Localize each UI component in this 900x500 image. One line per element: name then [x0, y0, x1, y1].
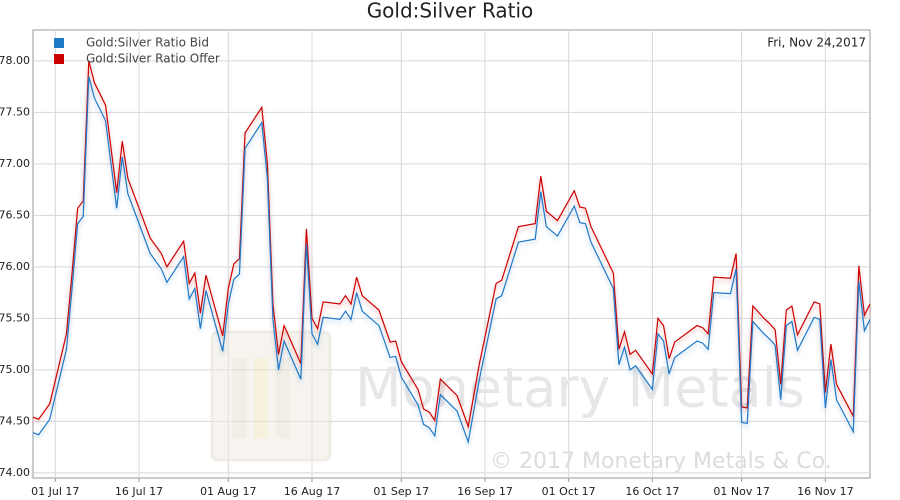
chart-title: Gold:Silver Ratio [367, 0, 534, 23]
y-tick-label: 77.50 [0, 105, 30, 118]
y-tick-label: 74.00 [0, 466, 30, 479]
x-tick-label: 16 Nov 17 [797, 485, 853, 498]
x-tick-label: 16 Jul 17 [115, 485, 163, 498]
date-label: Fri, Nov 24,2017 [767, 36, 866, 50]
legend-swatch [54, 54, 64, 64]
y-tick-label: 76.50 [0, 208, 30, 221]
x-tick-label: 01 Oct 17 [542, 485, 596, 498]
y-tick-label: 75.00 [0, 363, 30, 376]
x-tick-label: 01 Nov 17 [713, 485, 769, 498]
x-tick-label: 01 Sep 17 [373, 485, 429, 498]
x-tick-label: 16 Oct 17 [625, 485, 679, 498]
legend-label: Gold:Silver Ratio Offer [86, 52, 220, 66]
grid [33, 30, 870, 478]
plot-frame [32, 29, 871, 479]
watermark-text: Monetary Metals [355, 357, 805, 420]
series-line [32, 76, 871, 445]
legend-label: Gold:Silver Ratio Bid [86, 36, 209, 50]
x-tick-label: 16 Aug 17 [284, 485, 340, 498]
x-tick-label: 01 Jul 17 [31, 485, 79, 498]
legend-swatch [54, 38, 64, 48]
y-tick-label: 77.00 [0, 157, 30, 170]
y-tick-label: 76.00 [0, 260, 30, 273]
series-line [32, 60, 871, 429]
copyright: © 2017 Monetary Metals & Co. [490, 449, 832, 474]
y-tick-label: 78.00 [0, 54, 30, 67]
y-tick-label: 74.50 [0, 414, 30, 427]
x-tick-label: 01 Aug 17 [200, 485, 256, 498]
y-tick-label: 75.50 [0, 311, 30, 324]
x-tick-label: 16 Sep 17 [457, 485, 513, 498]
watermark-logo [210, 330, 332, 462]
